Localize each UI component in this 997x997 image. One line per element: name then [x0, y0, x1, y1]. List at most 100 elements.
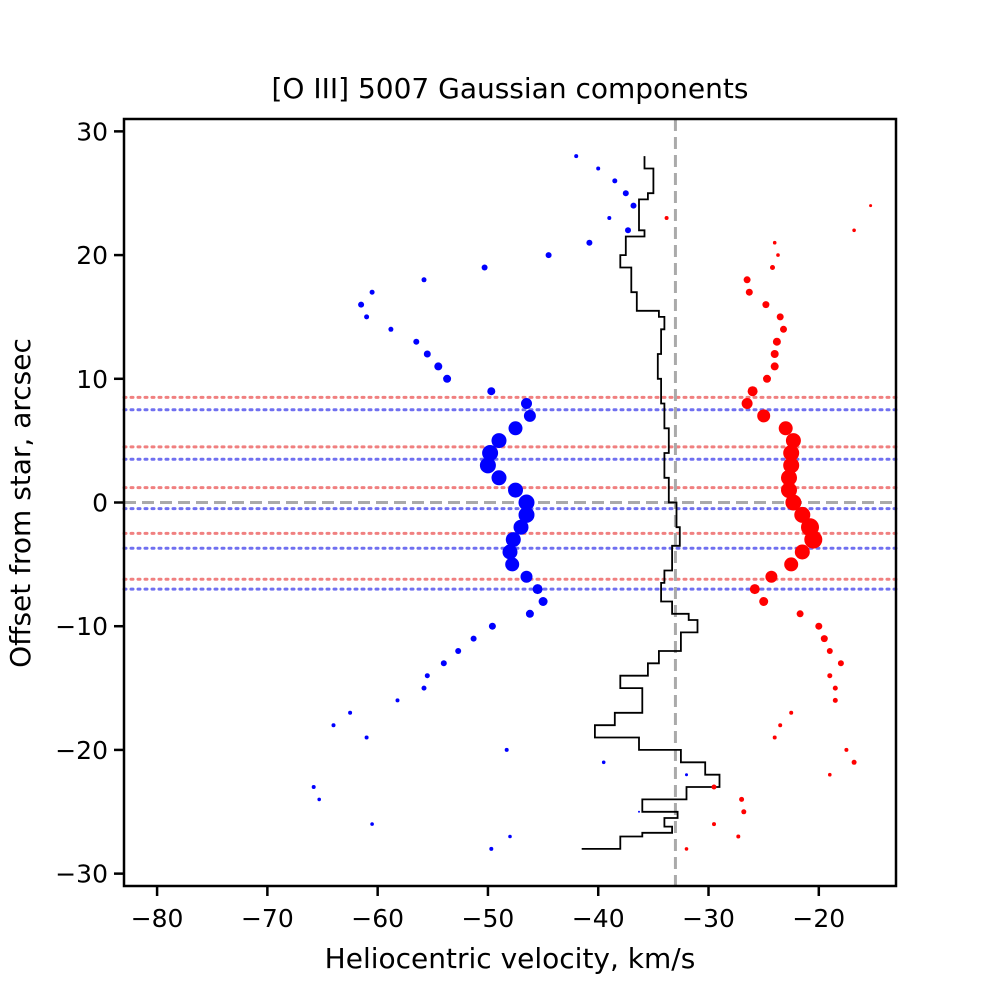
red-component-point: [770, 265, 775, 270]
blue-component-point: [518, 494, 535, 511]
blue-component-point: [317, 797, 322, 802]
red-component-point: [763, 374, 771, 383]
x-tick-label: −70: [241, 904, 294, 933]
blue-component-point: [601, 760, 606, 765]
blue-component-point: [311, 785, 316, 789]
y-tick-label: 0: [92, 489, 108, 518]
red-component-point: [736, 834, 741, 839]
blue-component-point: [638, 810, 640, 813]
red-component-point: [743, 276, 751, 284]
x-tick-label: −30: [682, 904, 735, 933]
blue-component-point: [482, 445, 499, 461]
blue-component-point: [518, 506, 535, 523]
red-component-point: [783, 445, 800, 461]
red-component-point: [772, 240, 777, 245]
blue-component-point: [513, 519, 529, 535]
blue-component-point: [622, 190, 629, 197]
blue-component-point: [479, 457, 496, 474]
blue-component-point: [607, 216, 612, 220]
red-component-point: [778, 723, 783, 728]
blue-component-point: [521, 398, 532, 409]
blue-component-point: [421, 685, 427, 691]
red-component-point: [745, 288, 753, 296]
chart-title: [O III] 5007 Gaussian components: [272, 72, 749, 105]
blue-component-point: [523, 409, 536, 422]
red-component-point: [749, 584, 760, 595]
blue-component-point: [525, 609, 534, 618]
blue-component-point: [505, 557, 520, 572]
blue-component-point: [586, 239, 593, 246]
red-component-point: [776, 253, 780, 257]
blue-component-point: [443, 374, 452, 383]
red-component-point: [785, 494, 802, 511]
y-axis-ticks: −30 −20 −10 0 10 20 30: [55, 117, 124, 889]
blue-component-point: [388, 326, 394, 332]
x-axis-label: Heliocentric velocity, km/s: [325, 942, 696, 975]
gaussian-components: [311, 154, 873, 851]
red-component-point: [789, 710, 794, 715]
blue-component-point: [489, 846, 494, 851]
red-component-point: [820, 635, 828, 643]
red-component-point: [747, 386, 758, 397]
blue-component-point: [596, 166, 601, 171]
red-component-point: [664, 216, 669, 220]
blue-component-point: [369, 289, 375, 295]
blue-component-point: [574, 154, 579, 159]
red-component-point: [828, 772, 832, 777]
y-tick-label: 20: [76, 241, 108, 270]
y-tick-label: −30: [55, 860, 108, 889]
red-component-point: [794, 506, 811, 523]
red-component-point: [784, 557, 799, 572]
blue-component-point: [455, 648, 462, 654]
red-component-point: [759, 597, 769, 606]
red-component-point: [741, 809, 747, 815]
red-component-point: [778, 421, 793, 436]
red-component-point: [832, 697, 838, 703]
blue-component-point: [364, 314, 370, 320]
red-component-point: [739, 796, 745, 802]
blue-component-point: [685, 773, 688, 777]
red-component-point: [781, 469, 797, 486]
blue-component-point: [423, 350, 431, 358]
blue-component-point: [331, 723, 336, 728]
blue-component-point: [520, 570, 533, 583]
red-component-point: [815, 622, 823, 630]
blue-component-point: [504, 747, 509, 752]
red-component-point: [757, 409, 771, 423]
blue-component-point: [481, 264, 488, 271]
red-component-point: [762, 301, 770, 309]
blue-component-point: [625, 227, 631, 234]
red-component-point: [770, 350, 779, 358]
blue-component-point: [470, 635, 477, 642]
blue-component-point: [505, 532, 521, 548]
x-axis-ticks: −80 −70 −60 −50 −40 −30 −20: [131, 886, 845, 933]
blue-component-point: [502, 544, 518, 560]
blue-component-point: [421, 277, 427, 283]
red-component-point: [741, 398, 753, 409]
blue-component-point: [440, 660, 447, 667]
blue-component-point: [545, 252, 552, 259]
y-axis-label: Offset from star, arcsec: [4, 338, 37, 668]
blue-component-point: [508, 421, 523, 436]
blue-component-point: [424, 673, 430, 679]
blue-component-point: [532, 584, 543, 595]
red-component-point: [765, 570, 778, 583]
blue-component-point: [413, 338, 420, 345]
blue-component-point: [612, 178, 618, 184]
blue-component-point: [630, 202, 637, 209]
red-component-point: [826, 648, 833, 654]
velocity-profile: [581, 156, 721, 850]
blue-component-point: [395, 698, 400, 703]
y-tick-label: 30: [76, 117, 108, 146]
blue-component-point: [434, 362, 443, 371]
red-component-point: [837, 660, 844, 667]
red-component-point: [781, 482, 797, 499]
blue-component-point: [364, 735, 369, 740]
red-component-point: [770, 362, 779, 371]
red-component-point: [780, 325, 787, 333]
blue-component-point: [370, 822, 374, 826]
blue-component-point: [508, 834, 512, 839]
x-tick-label: −40: [572, 904, 625, 933]
